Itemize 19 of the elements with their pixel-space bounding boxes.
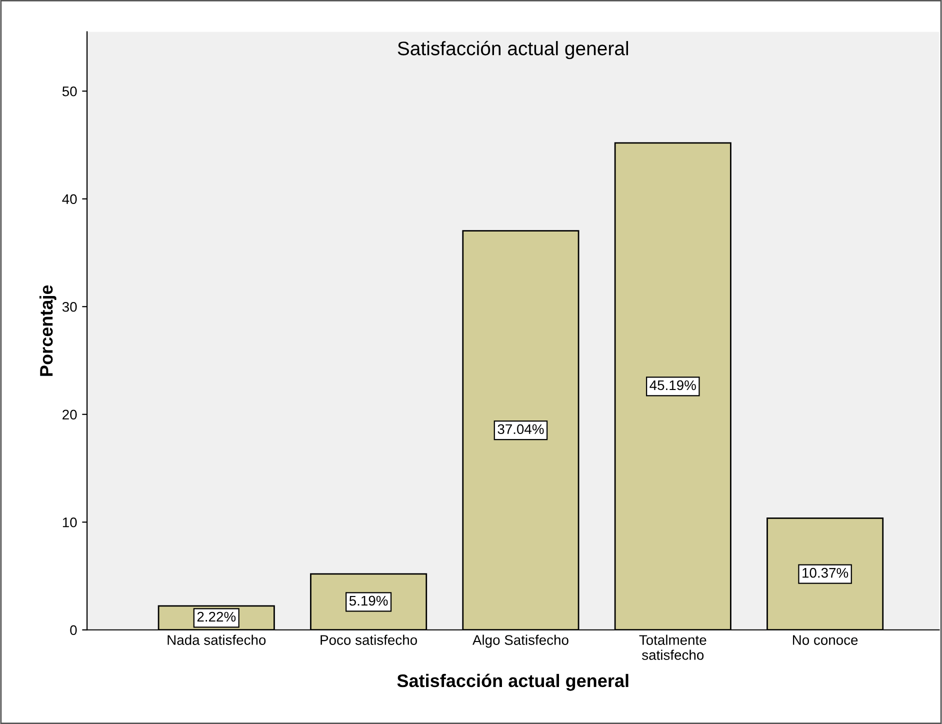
data-label: 2.22%	[197, 612, 236, 622]
y-tick-label: 20	[62, 410, 77, 420]
x-tick-label: Algo Satisfecho	[472, 634, 568, 648]
y-tick-label: 30	[62, 302, 77, 312]
x-tick-label: Totalmente satisfecho	[639, 634, 706, 660]
x-axis-title: Satisfacción actual general	[397, 674, 628, 691]
data-label: 45.19%	[650, 380, 696, 390]
y-axis-title: Porcentaje	[39, 285, 56, 376]
chart-title: Satisfacción actual general	[398, 40, 628, 60]
x-tick-label: No conoce	[792, 635, 858, 645]
y-tick-label: 50	[62, 86, 77, 96]
y-tick-label: 40	[62, 194, 77, 204]
y-tick-label: 0	[70, 625, 77, 636]
data-label: 10.37%	[802, 568, 848, 578]
x-tick-label: Poco satisfecho	[320, 634, 417, 645]
x-tick-label: Nada satisfecho	[168, 634, 266, 645]
y-tick-label: 10	[62, 517, 77, 528]
data-label: 37.04%	[498, 424, 544, 434]
data-label: 5.19%	[349, 596, 388, 606]
